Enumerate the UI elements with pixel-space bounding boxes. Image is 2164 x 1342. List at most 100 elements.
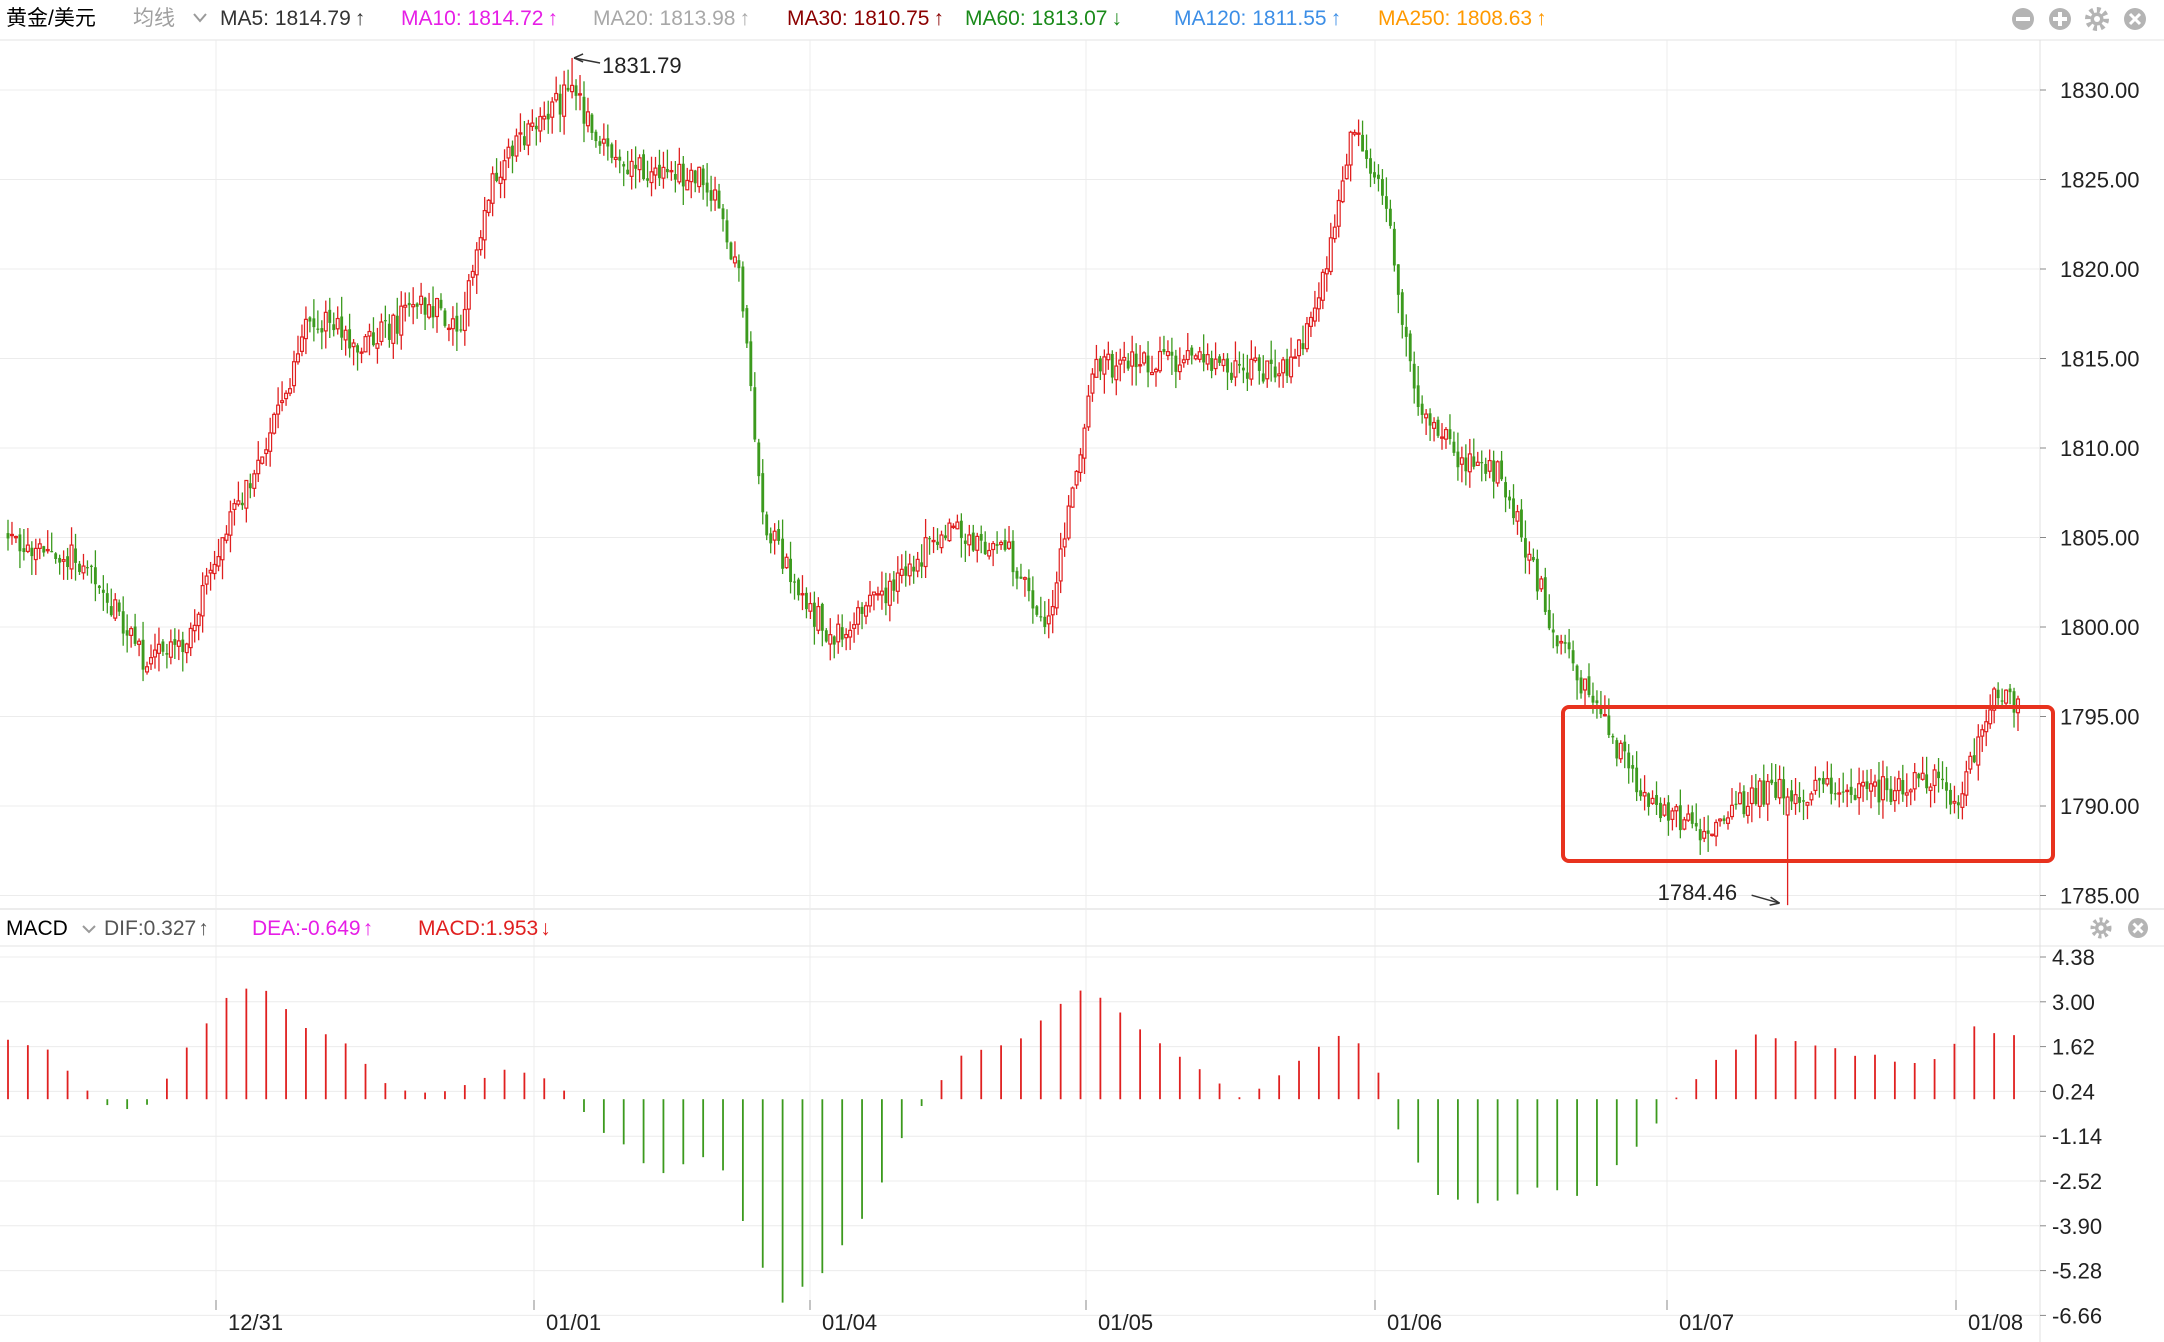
minus-circle-icon[interactable] (2012, 8, 2034, 30)
date-tick-label: 12/31 (228, 1310, 283, 1335)
candle (812, 591, 816, 645)
candle (236, 481, 241, 507)
candle (348, 313, 352, 358)
candle (1790, 779, 1794, 811)
candle (1627, 744, 1631, 784)
candle (1829, 763, 1833, 805)
candle (295, 335, 301, 365)
candle (681, 156, 685, 206)
candle (737, 254, 741, 282)
high-price-label: 1831.79 (602, 53, 682, 78)
candle (1579, 670, 1583, 699)
candle (1737, 782, 1742, 805)
candle (781, 519, 785, 575)
candle (391, 313, 396, 359)
candle (1872, 774, 1878, 797)
candle (1388, 199, 1392, 229)
price-tick-label: 1805.00 (2060, 526, 2140, 551)
date-tick-label: 01/01 (546, 1310, 601, 1335)
macd-tick-label: 4.38 (2052, 945, 2095, 970)
candle (6, 519, 10, 551)
candle (303, 306, 308, 355)
candle (407, 292, 411, 317)
candle (1595, 690, 1599, 719)
candle (1599, 690, 1603, 719)
candle (550, 97, 555, 134)
candle (192, 609, 197, 643)
candle (1821, 771, 1825, 793)
candle (844, 628, 849, 651)
macd-tick-label: -1.14 (2052, 1124, 2102, 1149)
candle (121, 596, 125, 646)
candle (54, 552, 58, 564)
gear-icon[interactable] (2090, 917, 2112, 939)
candle (1793, 778, 1798, 815)
candle (403, 292, 408, 322)
candle (618, 149, 622, 174)
candle (1980, 724, 1985, 752)
price-tick-label: 1815.00 (2060, 347, 2140, 372)
candle (1582, 678, 1588, 707)
gear-icon[interactable] (2085, 7, 2109, 31)
candle (749, 331, 753, 392)
ma-label-3: MA30: 1810.75 (787, 7, 929, 30)
candle (673, 160, 677, 193)
candle (443, 308, 447, 328)
candle (117, 599, 121, 617)
candle (145, 661, 150, 675)
chevron-down-icon[interactable] (82, 925, 96, 934)
chevron-down-icon[interactable] (193, 13, 207, 23)
candle (923, 518, 928, 578)
candle (920, 544, 924, 579)
candle (1348, 130, 1353, 182)
candle (1467, 438, 1472, 488)
arrow-head-icon (1769, 896, 1781, 906)
candle (928, 535, 932, 555)
candle (661, 151, 666, 189)
candle (1293, 348, 1298, 359)
candle (78, 560, 81, 575)
candle (1504, 476, 1507, 513)
chart-mode-select[interactable]: 均线 (133, 7, 175, 30)
arrow-head-icon (573, 53, 584, 63)
candle (1659, 797, 1662, 823)
close-icon[interactable] (2124, 8, 2146, 30)
candle (1817, 777, 1821, 798)
candle (1122, 341, 1127, 374)
candle (705, 163, 709, 207)
candle (1237, 351, 1241, 374)
macd-tick-label: 3.00 (2052, 990, 2095, 1015)
high-pointer-icon (573, 57, 601, 64)
candle (1265, 360, 1270, 388)
candle (983, 531, 987, 555)
candle (1937, 758, 1940, 793)
candle (1377, 164, 1380, 192)
candle (1416, 365, 1420, 416)
candle (133, 613, 137, 647)
candle (562, 70, 567, 135)
candle (1301, 325, 1305, 356)
price-tick-label: 1820.00 (2060, 257, 2140, 282)
candle (1134, 343, 1138, 386)
candle (511, 140, 514, 174)
candle (800, 575, 805, 611)
candle (502, 149, 507, 199)
candle (1690, 805, 1694, 829)
candle (904, 550, 908, 587)
candle (86, 560, 89, 576)
candle (1384, 177, 1388, 223)
candle (256, 441, 261, 483)
candle (459, 314, 463, 333)
candle (1296, 338, 1302, 367)
candle (439, 293, 443, 311)
candle (1631, 755, 1635, 783)
close-icon[interactable] (2128, 918, 2148, 938)
candle (93, 550, 97, 602)
price-tick-label: 1800.00 (2060, 615, 2140, 640)
candle (1448, 414, 1452, 445)
plus-circle-icon[interactable] (2049, 8, 2071, 30)
candle (1698, 818, 1702, 855)
candle (613, 140, 618, 168)
candle (1920, 756, 1925, 781)
candle (701, 164, 705, 200)
